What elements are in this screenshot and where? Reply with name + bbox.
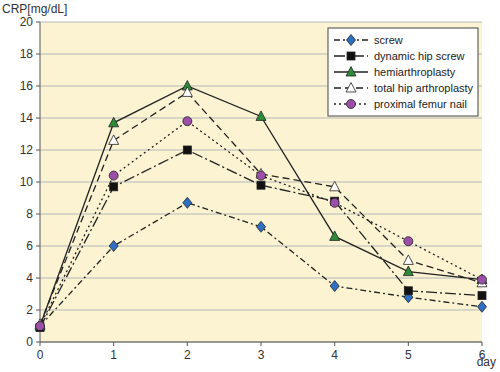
x-tick-label: 1 — [110, 348, 117, 362]
data-group — [35, 81, 487, 332]
chart-root: 024681012141618200123456CRP[mg/dL]dayscr… — [0, 0, 500, 372]
data-point — [182, 87, 192, 97]
legend-label: hemiarthroplasty — [374, 66, 456, 78]
data-point — [403, 266, 413, 276]
data-point — [256, 111, 266, 121]
background — [0, 0, 500, 372]
x-tick — [334, 342, 335, 346]
y-tick — [36, 22, 40, 23]
x-tick — [408, 342, 409, 346]
data-point — [35, 321, 45, 331]
data-point — [404, 237, 413, 246]
grid-line — [40, 22, 482, 23]
y-tick — [36, 182, 40, 183]
data-point — [477, 274, 487, 284]
legend-box — [328, 28, 478, 116]
x-tick-label: 5 — [405, 348, 412, 362]
y-tick — [36, 118, 40, 119]
grid-line — [40, 310, 482, 311]
data-point — [110, 183, 118, 191]
data-point — [183, 117, 192, 126]
y-tick-label: 14 — [20, 111, 34, 125]
series-line — [40, 92, 482, 324]
series-line — [40, 150, 482, 328]
data-point — [330, 231, 340, 241]
y-tick — [36, 86, 40, 87]
y-tick-label: 10 — [20, 175, 34, 189]
data-point — [183, 146, 191, 154]
data-point — [109, 117, 119, 127]
y-tick — [36, 246, 40, 247]
data-point — [403, 255, 413, 265]
plot-area — [40, 22, 482, 342]
series-line — [40, 203, 482, 326]
legend-marker — [347, 100, 356, 109]
legend-marker — [347, 35, 356, 46]
x-tick-label: 4 — [331, 348, 338, 362]
x-tick — [113, 342, 114, 346]
data-point — [404, 287, 412, 295]
x-axis-label: day — [477, 355, 496, 369]
data-point — [109, 241, 118, 252]
y-tick-label: 0 — [26, 335, 33, 349]
legend: screw dynamic hip screw hemiarthroplasty to… — [328, 28, 478, 116]
y-tick-label: 4 — [26, 271, 33, 285]
legend-marker — [346, 67, 356, 77]
y-tick-label: 16 — [20, 79, 34, 93]
y-axis — [40, 22, 41, 342]
data-point — [330, 281, 339, 292]
data-point — [478, 275, 487, 284]
y-tick-label: 2 — [26, 303, 33, 317]
grid-line — [40, 278, 482, 279]
data-point — [330, 198, 339, 207]
y-tick-label: 6 — [26, 239, 33, 253]
data-point — [478, 301, 487, 312]
legend-label: dynamic hip screw — [374, 50, 465, 62]
y-tick-label: 12 — [20, 143, 34, 157]
grid-line — [40, 342, 482, 343]
grid-line — [40, 214, 482, 215]
x-tick-label: 0 — [37, 348, 44, 362]
y-tick — [36, 214, 40, 215]
x-tick-label: 3 — [258, 348, 265, 362]
y-tick — [36, 278, 40, 279]
data-point — [257, 221, 266, 232]
legend-marker — [346, 83, 356, 93]
data-point — [257, 181, 265, 189]
legend-label: screw — [374, 34, 403, 46]
data-point — [330, 181, 340, 191]
data-point — [36, 322, 45, 331]
series-line — [40, 121, 482, 326]
x-tick — [187, 342, 188, 346]
x-tick — [261, 342, 262, 346]
y-tick — [36, 54, 40, 55]
x-axis — [40, 342, 482, 343]
y-axis-label: CRP[mg/dL] — [2, 2, 67, 16]
y-tick — [36, 150, 40, 151]
data-point — [183, 197, 192, 208]
y-tick-label: 18 — [20, 47, 34, 61]
legend-label: total hip arthroplasty — [374, 82, 474, 94]
chart-svg: 024681012141618200123456CRP[mg/dL]dayscr… — [0, 0, 500, 372]
data-point — [109, 171, 118, 180]
legend-label: proximal femur nail — [374, 98, 467, 110]
data-point — [257, 171, 266, 180]
data-point — [109, 135, 119, 145]
data-point — [478, 292, 486, 300]
x-tick-label: 2 — [184, 348, 191, 362]
x-tick — [40, 342, 41, 346]
legend-marker — [347, 52, 355, 60]
y-tick — [36, 310, 40, 311]
y-tick — [36, 342, 40, 343]
x-tick — [482, 342, 483, 346]
series-line — [40, 86, 482, 326]
y-tick-label: 8 — [26, 207, 33, 221]
y-tick-label: 20 — [20, 15, 34, 29]
grid-line — [40, 150, 482, 151]
